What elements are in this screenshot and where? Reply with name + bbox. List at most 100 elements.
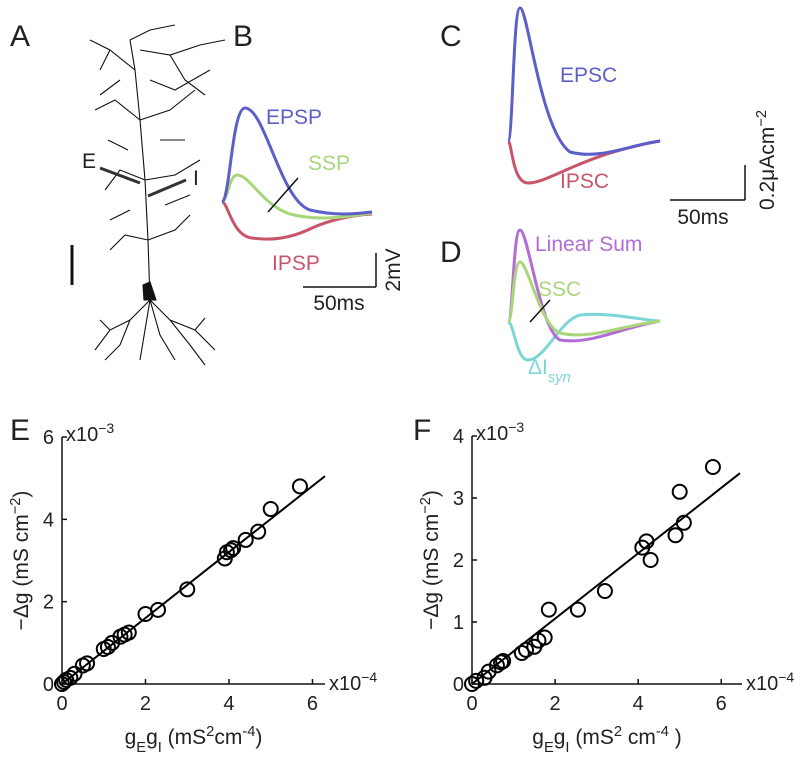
x-tick-label: 2 (550, 693, 561, 715)
trace-label: Linear Sum (535, 233, 642, 256)
scale-label: 50ms (677, 206, 728, 229)
data-point (225, 540, 242, 557)
data-point (671, 483, 688, 500)
text-part: 2 (206, 724, 214, 740)
x-axis-title: gEgI (mS2 cm-4 ) (532, 724, 681, 756)
panel-letter: F (413, 414, 431, 447)
data-point (518, 641, 534, 658)
synapse-arrows (99, 166, 187, 198)
y-axis-title: −Δg (mS cm−2) (8, 491, 33, 631)
trace-label: IPSP (272, 252, 320, 275)
data-point (99, 638, 116, 655)
label: I (193, 167, 199, 190)
text-part: ) (255, 726, 262, 749)
data-point (638, 533, 655, 550)
data-point (495, 653, 512, 670)
text-part: −2 (8, 498, 24, 515)
data-point (642, 552, 659, 568)
text-part: (mS (162, 726, 206, 749)
text-part: -4 (656, 724, 669, 740)
data-point (675, 514, 692, 531)
text-part: −Δg (mS cm (420, 514, 443, 630)
x-tick-label: 0 (56, 693, 67, 715)
data-point (262, 501, 279, 518)
data-point (596, 583, 613, 599)
scale-label: 0.2μAcm−2 (754, 110, 779, 210)
neuron (89, 24, 226, 366)
text-part: g (554, 726, 566, 749)
panel-letter: E (10, 414, 30, 447)
scale-label: 2mV (382, 248, 405, 291)
x-tick-label: 4 (633, 693, 644, 715)
traces (506, 228, 661, 362)
x-axis-title: gEgI (mS2cm-4) (125, 724, 263, 756)
trace-label: SSC (538, 278, 581, 301)
y-tick-label: 0 (43, 674, 54, 696)
text-part: x10 (476, 423, 508, 445)
data-point (223, 542, 240, 559)
pointer (267, 177, 299, 213)
text-part: ΔI (528, 356, 548, 379)
text-part: x10 (329, 673, 361, 695)
data-point (66, 665, 83, 682)
fit-line (61, 475, 326, 685)
data-point (291, 478, 308, 495)
text-part: I (158, 740, 162, 756)
y-exponent: x10−3 (66, 420, 114, 446)
y-tick-label: 4 (453, 426, 464, 448)
traces (220, 106, 373, 241)
data-point (250, 523, 267, 540)
text-part: cm (214, 726, 242, 749)
data-point (120, 624, 137, 641)
text-part: E (544, 740, 554, 756)
y-axis-title: −Δg (mS cm−2) (418, 490, 443, 630)
x-tick-label: 4 (223, 693, 234, 715)
y-exponent: x10−3 (476, 419, 524, 445)
data-point (569, 601, 586, 618)
text-part: (mS (570, 726, 614, 749)
text-part: x10 (746, 673, 778, 695)
text-part: g (125, 726, 137, 749)
label: E (82, 150, 96, 173)
x-exponent: x10−4 (329, 669, 377, 695)
data-point (468, 672, 485, 689)
data-point (536, 629, 553, 646)
text-part: I (565, 740, 569, 756)
trace-label: EPSP (266, 106, 322, 129)
y-tick-label: 0 (453, 674, 464, 696)
data-point (704, 459, 721, 475)
text-part: ) (10, 491, 33, 498)
text-part: −4 (361, 669, 377, 685)
scale-bar (303, 253, 377, 288)
text-part: −2 (754, 110, 770, 127)
text-part: g (146, 726, 158, 749)
pointer (529, 299, 551, 323)
data-point (237, 531, 254, 548)
data-point (62, 669, 79, 686)
data-point (79, 655, 96, 672)
text-part: −3 (508, 419, 524, 435)
y-tick-label: 2 (43, 592, 54, 614)
text-part: E (136, 740, 146, 756)
text-part: -4 (242, 724, 255, 740)
data-point (179, 581, 196, 598)
text-part: −Δg (mS cm (10, 514, 33, 630)
text-part: −3 (98, 420, 114, 436)
data-point (513, 645, 530, 661)
y-tick-label: 3 (453, 488, 464, 510)
text-part: syn (548, 370, 571, 386)
data-point (464, 676, 480, 692)
text-part: −4 (778, 669, 794, 685)
y-tick-label: 2 (453, 550, 464, 572)
fit-line (471, 472, 741, 685)
x-tick-label: 6 (307, 693, 318, 715)
trace-label: IPSC (560, 170, 609, 193)
data-point (540, 601, 557, 618)
data-point (667, 527, 684, 544)
panel-letter: B (233, 20, 253, 53)
data-point (150, 601, 167, 618)
trace-label: SSP (308, 152, 350, 175)
x-tick-label: 0 (466, 693, 477, 715)
y-tick-label: 6 (43, 427, 54, 449)
